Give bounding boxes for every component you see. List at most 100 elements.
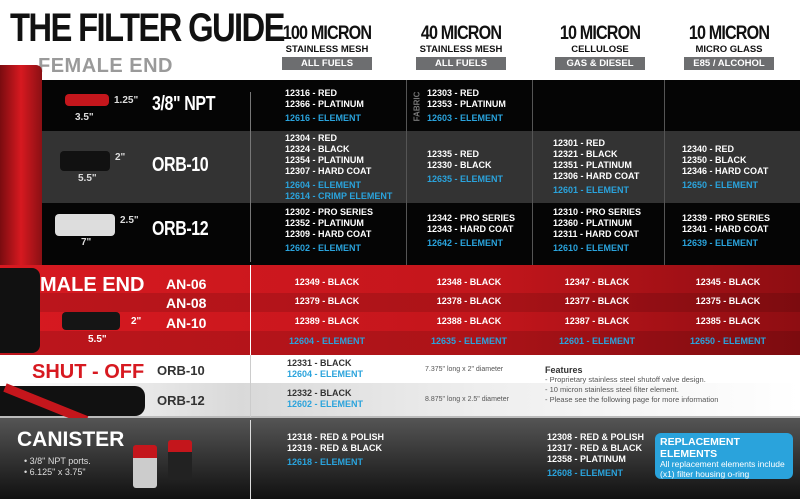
part-number: 12318 - RED & POLISH bbox=[287, 432, 385, 442]
column-micron: 10 MICRON bbox=[559, 23, 641, 44]
part-number: 12349 - BLACK bbox=[294, 277, 360, 287]
length-dimension: 5.5" bbox=[78, 173, 97, 184]
part-number: 12335 - RED bbox=[427, 149, 480, 159]
fitting-label: 3/8" NPT bbox=[152, 92, 216, 115]
column-fuel-badge: ALL FUELS bbox=[416, 57, 506, 70]
element-part-number: 12602 - ELEMENT bbox=[285, 243, 362, 253]
diameter-dimension: 2" bbox=[115, 152, 126, 163]
part-cell: 12318 - RED & POLISH 12319 - RED & BLACK 1… bbox=[287, 432, 384, 468]
dimensions-text: 7.375" long x 2" diameter bbox=[425, 366, 504, 373]
part-number: 12345 - BLACK bbox=[695, 277, 761, 287]
element-part-number: 12602 - ELEMENT bbox=[287, 399, 364, 409]
part-number: 12346 - HARD COAT bbox=[682, 165, 769, 176]
column-fuel-badge: GAS & DIESEL bbox=[555, 57, 645, 70]
canister-polish-image bbox=[133, 445, 157, 488]
diameter-dimension: 1.25" bbox=[114, 94, 139, 106]
part-number: 12352 - PLATINUM bbox=[285, 218, 364, 228]
part-number: 12301 - RED bbox=[553, 138, 606, 148]
part-cell: 12310 - PRO SERIES 12360 - PLATINUM 12311 … bbox=[553, 203, 641, 258]
shutoff-size-label: ORB-10 bbox=[157, 363, 205, 378]
part-number: 12306 - HARD COAT bbox=[553, 171, 640, 181]
features-block: Features - Proprietary stainless steel sh… bbox=[545, 365, 718, 405]
part-cell: 12342 - PRO SERIES 12343 - HARD COAT 12642… bbox=[427, 203, 515, 258]
element-part-number: 12639 - ELEMENT bbox=[682, 237, 759, 248]
element-part-number: 12604 - ELEMENT bbox=[288, 336, 366, 346]
element-part-number: 12635 - ELEMENT bbox=[430, 336, 508, 346]
part-number: 12310 - PRO SERIES bbox=[553, 207, 642, 217]
part-number: 12331 - BLACK bbox=[287, 358, 352, 368]
part-number: 12389 - BLACK bbox=[294, 316, 360, 326]
element-part-number: 12650 - ELEMENT bbox=[682, 179, 759, 190]
fabric-label: FABRIC bbox=[412, 91, 422, 122]
part-cell: 12303 - RED 12353 - PLATINUM 12603 - ELEME… bbox=[427, 80, 506, 131]
length-dimension: 7" bbox=[81, 236, 92, 248]
header: THE FILTER GUIDE FEMALE END bbox=[0, 0, 800, 80]
element-part-number: 12642 - ELEMENT bbox=[427, 237, 504, 248]
male-size-label: AN-10 bbox=[166, 315, 207, 331]
element-part-number: 12603 - ELEMENT bbox=[427, 112, 504, 123]
part-number: 12303 - RED bbox=[427, 87, 480, 98]
bullet: • 3/8" NPT ports. bbox=[24, 456, 91, 466]
row-npt bbox=[0, 80, 800, 131]
element-part-number: 12650 - ELEMENT bbox=[689, 336, 767, 346]
shutoff-title: SHUT - OFF bbox=[32, 361, 145, 383]
male-size-label: AN-08 bbox=[166, 295, 207, 311]
filter-image bbox=[65, 93, 109, 106]
element-part-number: 12604 - ELEMENT bbox=[285, 179, 362, 190]
element-part-number: 12604 - ELEMENT bbox=[287, 369, 364, 379]
part-cell: 12301 - RED 12321 - BLACK 12351 - PLATINUM… bbox=[553, 131, 639, 203]
feature-item: - Proprietary stainless steel shutoff va… bbox=[545, 375, 706, 384]
fitting-label: ORB-12 bbox=[152, 217, 209, 240]
canister-bullets: • 3/8" NPT ports. • 6.125" x 3.75" bbox=[24, 456, 91, 478]
page-title: THE FILTER GUIDE bbox=[10, 6, 285, 50]
part-number: 12339 - PRO SERIES bbox=[682, 212, 771, 223]
section-female-end: FEMALE END bbox=[38, 55, 173, 77]
filter-image bbox=[60, 151, 110, 171]
divider bbox=[0, 416, 800, 418]
column-micron: 10 MICRON bbox=[688, 23, 770, 44]
shutoff-row-1 bbox=[0, 355, 800, 383]
part-number: 12321 - BLACK bbox=[553, 149, 618, 159]
column-header: 40 MICRON STAINLESS MESH ALL FUELS bbox=[401, 24, 521, 70]
divider bbox=[250, 355, 251, 417]
part-number: 12387 - BLACK bbox=[564, 316, 630, 326]
part-number: 12378 - BLACK bbox=[436, 296, 502, 306]
male-end-section bbox=[0, 265, 800, 355]
male-size-label: AN-06 bbox=[166, 276, 207, 292]
element-part-number: 12614 - CRIMP ELEMENT bbox=[285, 190, 393, 201]
column-material: CELLULOSE bbox=[571, 44, 629, 55]
column-header: 100 MICRON STAINLESS MESH ALL FUELS bbox=[267, 24, 387, 70]
part-cell: 12331 - BLACK 12604 - ELEMENT bbox=[287, 358, 363, 380]
element-part-number: 12601 - ELEMENT bbox=[553, 185, 630, 195]
divider bbox=[250, 92, 251, 262]
element-part-number: 12601 - ELEMENT bbox=[558, 336, 636, 346]
bullet: • 6.125" x 3.75" bbox=[24, 467, 86, 477]
part-number: 12347 - BLACK bbox=[564, 277, 630, 287]
part-number: 12307 - HARD COAT bbox=[285, 165, 372, 176]
shutoff-size-label: ORB-12 bbox=[157, 393, 205, 408]
part-cell: 12332 - BLACK 12602 - ELEMENT bbox=[287, 388, 363, 410]
callout-text: All replacement elements include (x1) fi… bbox=[660, 459, 785, 479]
part-number: 12358 - PLATINUM bbox=[547, 454, 626, 464]
row-orb10 bbox=[0, 131, 800, 203]
part-number: 12343 - HARD COAT bbox=[427, 223, 514, 234]
part-number: 12348 - BLACK bbox=[436, 277, 502, 287]
column-header: 10 MICRON MICRO GLASS E85 / ALCOHOL bbox=[669, 24, 789, 70]
column-material: STAINLESS MESH bbox=[419, 44, 503, 55]
fitting-label: ORB-10 bbox=[152, 154, 209, 176]
dimensions-text: 8.875" long x 2.5" diameter bbox=[425, 396, 509, 403]
part-number: 12309 - HARD COAT bbox=[285, 229, 372, 239]
part-number: 12388 - BLACK bbox=[436, 316, 502, 326]
divider bbox=[664, 80, 665, 265]
male-end-title: MALE END bbox=[40, 274, 145, 296]
part-number: 12317 - RED & BLACK bbox=[547, 443, 643, 453]
canister-title: CANISTER bbox=[17, 428, 125, 451]
row-stripe bbox=[0, 331, 800, 355]
part-number: 12385 - BLACK bbox=[695, 316, 761, 326]
part-number: 12330 - BLACK bbox=[427, 160, 492, 170]
callout-title: REPLACEMENT ELEMENTS bbox=[660, 436, 740, 460]
part-number: 12379 - BLACK bbox=[294, 296, 360, 306]
part-number: 12341 - HARD COAT bbox=[682, 223, 769, 234]
replacement-elements-callout: REPLACEMENT ELEMENTS All replacement ele… bbox=[655, 433, 793, 479]
element-part-number: 12618 - ELEMENT bbox=[287, 457, 364, 467]
